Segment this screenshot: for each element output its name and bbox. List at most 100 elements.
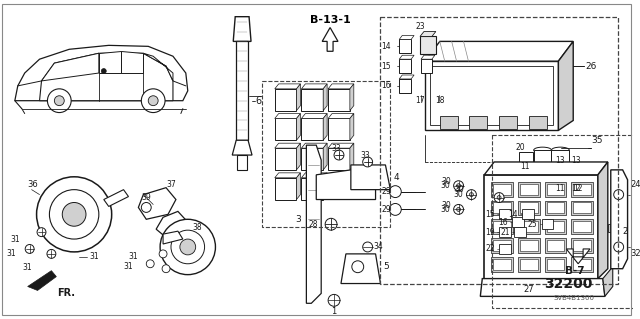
Bar: [491, 201, 513, 215]
Bar: [520, 221, 538, 232]
Bar: [493, 184, 511, 195]
Polygon shape: [236, 41, 248, 140]
Polygon shape: [237, 155, 247, 170]
Circle shape: [497, 196, 501, 199]
Bar: [492, 135, 640, 308]
Text: B-7: B-7: [565, 266, 585, 276]
Polygon shape: [275, 84, 300, 89]
Polygon shape: [296, 143, 300, 170]
Text: 31: 31: [10, 234, 20, 244]
Text: 21: 21: [500, 228, 509, 237]
Polygon shape: [328, 84, 354, 89]
Polygon shape: [323, 114, 327, 140]
Bar: [518, 238, 540, 253]
Polygon shape: [301, 114, 327, 118]
Polygon shape: [143, 53, 173, 81]
Text: 31: 31: [129, 252, 138, 261]
Bar: [491, 219, 513, 234]
Bar: [522, 209, 534, 219]
Text: 11: 11: [520, 162, 530, 171]
Polygon shape: [421, 55, 435, 59]
Bar: [491, 257, 513, 272]
Bar: [545, 257, 566, 272]
Text: 37: 37: [166, 180, 176, 189]
Bar: [275, 148, 296, 170]
Bar: [275, 178, 296, 199]
Text: 31: 31: [22, 263, 31, 272]
Polygon shape: [603, 267, 612, 296]
Circle shape: [37, 228, 46, 237]
Circle shape: [160, 219, 216, 275]
Polygon shape: [598, 162, 608, 278]
Polygon shape: [307, 145, 321, 303]
Circle shape: [456, 207, 461, 211]
Circle shape: [36, 177, 111, 252]
Bar: [381, 17, 618, 284]
Ellipse shape: [552, 147, 569, 153]
Polygon shape: [425, 41, 573, 61]
Ellipse shape: [534, 147, 552, 153]
Bar: [518, 182, 540, 197]
Text: 32200: 32200: [544, 277, 593, 291]
Polygon shape: [350, 84, 354, 111]
Bar: [520, 203, 538, 213]
Text: 15: 15: [485, 210, 495, 219]
Text: 20: 20: [516, 143, 525, 152]
Polygon shape: [323, 84, 327, 111]
Bar: [493, 240, 511, 251]
Text: 6: 6: [255, 96, 261, 106]
Bar: [541, 219, 554, 229]
Bar: [573, 259, 591, 270]
Bar: [545, 219, 566, 234]
Circle shape: [614, 189, 623, 199]
Text: 13: 13: [556, 157, 565, 166]
Bar: [547, 184, 564, 195]
Polygon shape: [323, 173, 327, 199]
Text: 3: 3: [296, 215, 301, 224]
Text: 26: 26: [585, 62, 596, 70]
Polygon shape: [138, 188, 176, 219]
Text: 29: 29: [381, 205, 391, 214]
Text: 12: 12: [572, 184, 580, 193]
Text: 2: 2: [623, 227, 628, 236]
Bar: [520, 184, 538, 195]
Text: 4: 4: [394, 173, 399, 182]
Polygon shape: [322, 27, 338, 51]
Text: 1: 1: [332, 307, 337, 316]
Polygon shape: [28, 271, 56, 291]
Circle shape: [171, 230, 205, 264]
Text: 19: 19: [485, 228, 495, 237]
Text: 5: 5: [383, 262, 389, 271]
Bar: [328, 118, 350, 140]
Circle shape: [352, 261, 364, 273]
Polygon shape: [425, 61, 558, 130]
Circle shape: [180, 239, 196, 255]
Bar: [275, 118, 296, 140]
Polygon shape: [301, 173, 327, 178]
Bar: [399, 59, 411, 73]
Circle shape: [159, 250, 167, 258]
Bar: [572, 257, 593, 272]
Bar: [519, 152, 532, 166]
Text: B-13-1: B-13-1: [310, 15, 351, 25]
Text: 35: 35: [591, 136, 602, 145]
Polygon shape: [156, 211, 189, 239]
Bar: [518, 219, 540, 234]
Polygon shape: [316, 170, 376, 199]
Text: 16: 16: [498, 218, 508, 227]
Circle shape: [162, 265, 170, 273]
Polygon shape: [296, 84, 300, 111]
Bar: [275, 89, 296, 111]
Circle shape: [148, 96, 158, 106]
Polygon shape: [275, 114, 300, 118]
Circle shape: [389, 204, 401, 215]
Circle shape: [325, 218, 337, 230]
Text: 25: 25: [528, 220, 538, 229]
Circle shape: [467, 189, 476, 199]
Bar: [547, 203, 564, 213]
Bar: [520, 240, 538, 251]
Bar: [518, 257, 540, 272]
Circle shape: [363, 157, 372, 167]
Polygon shape: [420, 32, 436, 36]
Bar: [572, 201, 593, 215]
